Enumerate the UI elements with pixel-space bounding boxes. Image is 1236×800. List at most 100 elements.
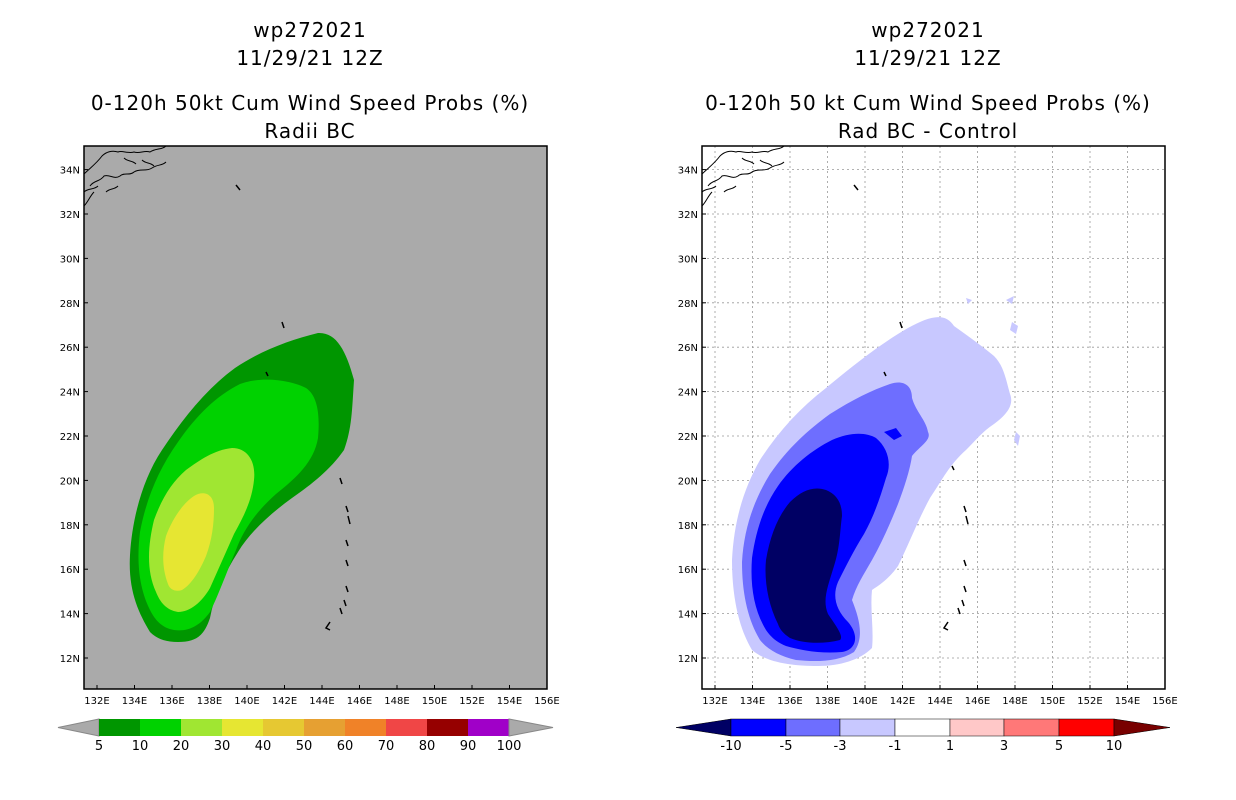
lat-tick-label: 14N bbox=[60, 610, 80, 621]
colorbar-swatch bbox=[99, 719, 140, 736]
lat-tick-label: 26N bbox=[60, 343, 80, 354]
colorbar-label: 1 bbox=[946, 739, 954, 754]
colorbar-label: 10 bbox=[132, 739, 149, 754]
colorbar-swatch bbox=[1003, 718, 1060, 737]
right-contour-minus10 bbox=[765, 488, 842, 643]
lon-tick-label: 142E bbox=[890, 696, 915, 707]
right-colorbar: -10 -5 -3 -1 1 3 5 10 bbox=[675, 718, 1171, 754]
colorbar-swatch bbox=[304, 719, 345, 736]
lat-tick-label: 32N bbox=[678, 210, 698, 221]
colorbar-label: 60 bbox=[337, 739, 354, 754]
lon-tick-label: 152E bbox=[1077, 696, 1102, 707]
colorbar-label: 5 bbox=[1055, 739, 1063, 754]
colorbar-label: 40 bbox=[255, 739, 272, 754]
colorbar-swatch bbox=[345, 719, 386, 736]
colorbar-swatch bbox=[386, 719, 427, 736]
colorbar-label: -1 bbox=[889, 739, 902, 754]
lon-tick-label: 154E bbox=[497, 696, 522, 707]
lon-tick-label: 138E bbox=[815, 696, 840, 707]
right-map-frame bbox=[701, 145, 1166, 690]
lat-tick-label: 34N bbox=[678, 166, 698, 177]
left-colorbar: 5 10 20 30 40 50 60 70 80 90 100 bbox=[57, 718, 554, 754]
left-map-frame bbox=[83, 145, 548, 690]
lat-tick-label: 18N bbox=[60, 521, 80, 532]
colorbar-label: 50 bbox=[296, 739, 313, 754]
lon-tick-label: 142E bbox=[272, 696, 297, 707]
lon-tick-label: 154E bbox=[1115, 696, 1140, 707]
lon-tick-label: 148E bbox=[384, 696, 409, 707]
lon-tick-label: 134E bbox=[122, 696, 147, 707]
colorbar-swatch bbox=[181, 719, 222, 736]
lat-tick-label: 14N bbox=[678, 610, 698, 621]
colorbar-swatch bbox=[427, 719, 468, 736]
lat-tick-label: 26N bbox=[678, 343, 698, 354]
lon-tick-label: 136E bbox=[777, 696, 802, 707]
colorbar-swatch bbox=[894, 718, 951, 737]
colorbar-label: 3 bbox=[1000, 739, 1008, 754]
lon-tick-label: 156E bbox=[534, 696, 559, 707]
colorbar-swatch bbox=[140, 719, 181, 736]
left-axis-ticks: 132E 134E 136E 138E 140E 142E 144E 146E 148E 150E… bbox=[60, 166, 560, 707]
colorbar-label: 90 bbox=[460, 739, 477, 754]
lon-tick-label: 138E bbox=[197, 696, 222, 707]
colorbar-label: 70 bbox=[378, 739, 395, 754]
lat-tick-label: 12N bbox=[678, 654, 698, 665]
left-title-date: 11/29/21 12Z bbox=[236, 46, 384, 70]
left-title-subtitle: Radii BC bbox=[264, 119, 356, 143]
lon-tick-label: 132E bbox=[702, 696, 727, 707]
colorbar-right-arrow bbox=[1113, 718, 1171, 737]
right-coastlines bbox=[702, 146, 969, 631]
lat-tick-label: 12N bbox=[60, 654, 80, 665]
lat-tick-label: 30N bbox=[60, 254, 80, 265]
left-title-product: 0-120h 50kt Cum Wind Speed Probs (%) bbox=[90, 91, 530, 115]
colorbar-label: 80 bbox=[419, 739, 436, 754]
right-map-panel: 132E 134E 136E 138E 140E 142E 144E 146E 148E 150E… bbox=[678, 145, 1178, 707]
lon-tick-label: 144E bbox=[927, 696, 952, 707]
lat-tick-label: 22N bbox=[60, 432, 80, 443]
lat-tick-label: 20N bbox=[678, 476, 698, 487]
right-contour-minus1-speck2 bbox=[1006, 296, 1014, 304]
lat-tick-label: 32N bbox=[60, 210, 80, 221]
lon-tick-label: 144E bbox=[309, 696, 334, 707]
lat-tick-label: 28N bbox=[678, 299, 698, 310]
right-axis-ticks: 132E 134E 136E 138E 140E 142E 144E 146E 148E 150E… bbox=[678, 166, 1178, 707]
lat-tick-label: 28N bbox=[60, 299, 80, 310]
right-contour-minus1-speck4 bbox=[966, 298, 972, 304]
left-map-panel: 132E 134E 136E 138E 140E 142E 144E 146E 148E 150E… bbox=[60, 145, 560, 707]
colorbar-swatch bbox=[222, 719, 263, 736]
colorbar-swatch bbox=[949, 718, 1005, 737]
right-title-date: 11/29/21 12Z bbox=[854, 46, 1002, 70]
lat-tick-label: 34N bbox=[60, 166, 80, 177]
colorbar-label: 5 bbox=[95, 739, 103, 754]
colorbar-label: -10 bbox=[720, 739, 741, 754]
lat-tick-label: 20N bbox=[60, 476, 80, 487]
colorbar-swatch bbox=[730, 718, 787, 737]
lon-tick-label: 152E bbox=[459, 696, 484, 707]
right-contour-minus1-speck3 bbox=[1010, 322, 1018, 334]
lon-tick-label: 134E bbox=[740, 696, 765, 707]
colorbar-swatch bbox=[1058, 718, 1115, 737]
colorbar-label: 30 bbox=[214, 739, 231, 754]
left-contour-30pct bbox=[163, 493, 214, 591]
lon-tick-label: 150E bbox=[422, 696, 447, 707]
lon-tick-label: 146E bbox=[965, 696, 990, 707]
lat-tick-label: 18N bbox=[678, 521, 698, 532]
lat-tick-label: 16N bbox=[60, 565, 80, 576]
colorbar-label: 20 bbox=[173, 739, 190, 754]
lat-tick-label: 22N bbox=[678, 432, 698, 443]
right-title-product: 0-120h 50 kt Cum Wind Speed Probs (%) bbox=[705, 91, 1151, 115]
lon-tick-label: 140E bbox=[852, 696, 877, 707]
colorbar-swatch bbox=[785, 718, 841, 737]
right-contour-minus5-patch bbox=[884, 428, 902, 440]
colorbar-label: -5 bbox=[780, 739, 793, 754]
colorbar-swatch bbox=[839, 718, 896, 737]
colorbar-left-arrow bbox=[675, 718, 732, 737]
colorbar-swatch bbox=[468, 719, 509, 736]
right-title-storm: wp272021 bbox=[871, 18, 985, 42]
lon-tick-label: 156E bbox=[1152, 696, 1177, 707]
colorbar-swatch bbox=[263, 719, 304, 736]
right-contour-minus1-speck1 bbox=[1014, 432, 1020, 446]
colorbar-left-arrow bbox=[57, 718, 100, 737]
colorbar-label: 10 bbox=[1106, 739, 1123, 754]
